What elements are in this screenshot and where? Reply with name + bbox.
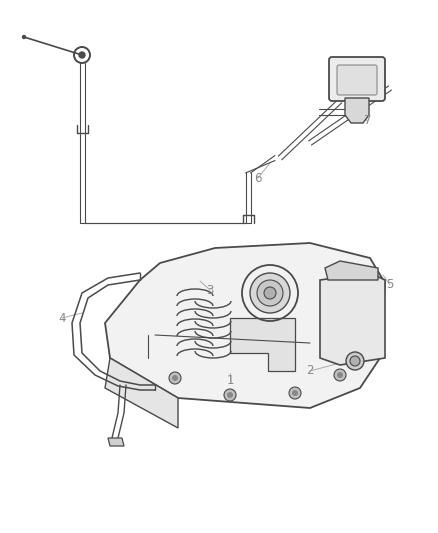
Circle shape [264, 287, 276, 299]
Circle shape [257, 280, 283, 306]
Circle shape [346, 352, 364, 370]
Text: 6: 6 [254, 172, 262, 184]
Circle shape [292, 390, 298, 396]
Text: 4: 4 [58, 311, 66, 325]
Text: 3: 3 [206, 284, 214, 296]
Text: 2: 2 [306, 365, 314, 377]
Circle shape [289, 387, 301, 399]
Text: 1: 1 [226, 375, 234, 387]
Circle shape [224, 389, 236, 401]
Circle shape [337, 372, 343, 378]
Polygon shape [230, 318, 295, 371]
FancyBboxPatch shape [329, 57, 385, 101]
Polygon shape [105, 243, 385, 408]
Text: 7: 7 [364, 115, 372, 127]
Circle shape [169, 372, 181, 384]
Polygon shape [345, 98, 369, 123]
Circle shape [227, 392, 233, 398]
Circle shape [334, 369, 346, 381]
Text: 5: 5 [386, 279, 394, 292]
Polygon shape [320, 273, 385, 365]
Circle shape [250, 273, 290, 313]
Polygon shape [325, 261, 378, 280]
Polygon shape [108, 438, 124, 446]
Polygon shape [105, 358, 178, 428]
Circle shape [22, 36, 25, 38]
Circle shape [172, 375, 178, 381]
FancyBboxPatch shape [337, 65, 377, 95]
Circle shape [350, 356, 360, 366]
Circle shape [79, 52, 85, 58]
